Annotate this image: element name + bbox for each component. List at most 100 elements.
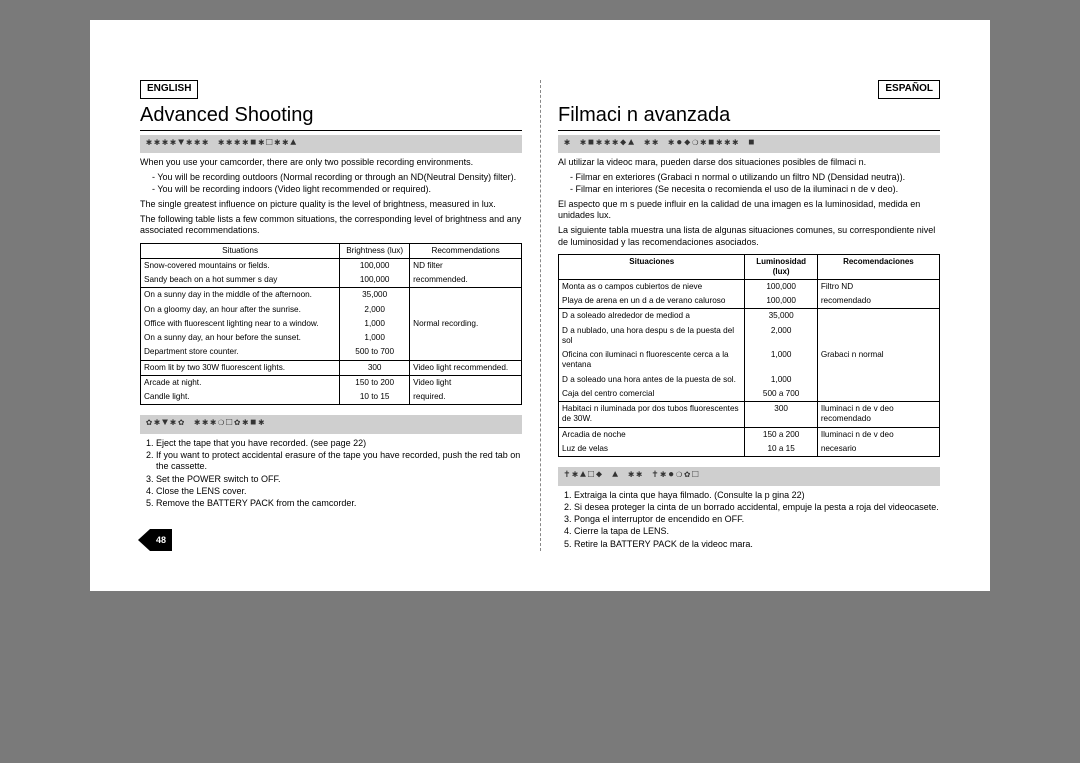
bullet: - Filmar en interiores (Se necesita o re… (570, 184, 940, 195)
table-row: Department store counter.500 to 700 (141, 345, 522, 360)
manual-page: ENGLISH Advanced Shooting ✱✱✱✱▼✱✱✱ ✱✱✱✱■… (90, 20, 990, 591)
cell-situation: Oficina con iluminaci n fluorescente cer… (559, 348, 745, 373)
cell-recommend: Iluminaci n de v deo recomendado (817, 402, 939, 428)
cell-lux: 1,000 (340, 331, 410, 345)
table-row: Sandy beach on a hot summer s day100,000… (141, 273, 522, 288)
cell-recommend: required. (410, 390, 522, 405)
step-item: Set the POWER switch to OFF. (156, 474, 522, 485)
cell-recommend (410, 288, 522, 303)
cell-lux: 1,000 (340, 317, 410, 331)
para-en: The single greatest influence on picture… (140, 199, 522, 210)
cell-lux: 100,000 (745, 294, 817, 309)
table-row: On a sunny day in the middle of the afte… (141, 288, 522, 303)
table-row: Candle light.10 to 15required. (141, 390, 522, 405)
cell-lux: 150 to 200 (340, 375, 410, 390)
table-row: Caja del centro comercial500 a 700 (559, 387, 940, 402)
section-head-after-es: ✝✱▲□◆ ▲ ✱✱ ✝✱●❍✿□ (558, 467, 940, 486)
step-item: Retire la BATTERY PACK de la videoc mara… (574, 539, 940, 550)
cell-situation: Candle light. (141, 390, 340, 405)
cell-situation: On a gloomy day, an hour after the sunri… (141, 303, 340, 317)
table-row: Playa de arena en un d a de verano calur… (559, 294, 940, 309)
step-item: If you want to protect accidental erasur… (156, 450, 522, 473)
cell-lux: 35,000 (340, 288, 410, 303)
cell-lux: 2,000 (340, 303, 410, 317)
cell-situation: On a sunny day in the middle of the afte… (141, 288, 340, 303)
table-row: Luz de velas10 a 15necesario (559, 442, 940, 457)
cell-lux: 100,000 (340, 258, 410, 273)
cell-recommend (817, 309, 939, 324)
step-item: Eject the tape that you have recorded. (… (156, 438, 522, 449)
para-en: The following table lists a few common s… (140, 214, 522, 237)
table-row: D a soleado una hora antes de la puesta … (559, 373, 940, 387)
bullets-en: - You will be recording outdoors (Normal… (140, 172, 522, 195)
intro-en: When you use your camcorder, there are o… (140, 157, 522, 168)
center-divider (540, 80, 541, 551)
table-header-row: Situaciones Luminosidad (lux) Recomendac… (559, 254, 940, 279)
cell-recommend: Normal recording. (410, 317, 522, 331)
table-row: Monta as o campos cubiertos de nieve100,… (559, 279, 940, 294)
step-item: Ponga el interruptor de encendido en OFF… (574, 514, 940, 525)
th-recommend: Recomendaciones (817, 254, 939, 279)
step-item: Close the LENS cover. (156, 486, 522, 497)
intro-es: Al utilizar la videoc mara, pueden darse… (558, 157, 940, 168)
step-item: Extraiga la cinta que haya filmado. (Con… (574, 490, 940, 501)
cell-recommend: Grabaci n normal (817, 348, 939, 373)
th-situations: Situaciones (559, 254, 745, 279)
cell-lux: 500 to 700 (340, 345, 410, 360)
table-row: On a sunny day, an hour before the sunse… (141, 331, 522, 345)
cell-lux: 100,000 (340, 273, 410, 288)
cell-situation: Arcade at night. (141, 375, 340, 390)
cell-recommend: recomendado (817, 294, 939, 309)
section-head-lighting-en: ✱✱✱✱▼✱✱✱ ✱✱✱✱■✱□✱✱▲ (140, 135, 522, 154)
title-right: Filmaci n avanzada (558, 103, 940, 131)
cell-lux: 100,000 (745, 279, 817, 294)
cell-recommend: Iluminaci n de v deo (817, 427, 939, 442)
th-brightness: Brightness (lux) (340, 243, 410, 258)
table-row: Arcadia de noche150 a 200Iluminaci n de … (559, 427, 940, 442)
brightness-table-es: Situaciones Luminosidad (lux) Recomendac… (558, 254, 940, 457)
cell-situation: Arcadia de noche (559, 427, 745, 442)
cell-lux: 300 (340, 360, 410, 375)
lang-tag-espanol: ESPAÑOL (878, 80, 940, 99)
table-row: Room lit by two 30W fluorescent lights.3… (141, 360, 522, 375)
right-column: ESPAÑOL Filmaci n avanzada ✱ ✱■✱✱✱◆▲ ✱✱ … (548, 80, 950, 551)
cell-situation: D a soleado una hora antes de la puesta … (559, 373, 745, 387)
para-es: El aspecto que m s puede influir en la c… (558, 199, 940, 222)
cell-situation: Playa de arena en un d a de verano calur… (559, 294, 745, 309)
cell-recommend: ND filter (410, 258, 522, 273)
table-header-row: Situations Brightness (lux) Recommendati… (141, 243, 522, 258)
title-left: Advanced Shooting (140, 103, 522, 131)
left-column: ENGLISH Advanced Shooting ✱✱✱✱▼✱✱✱ ✱✱✱✱■… (130, 80, 532, 551)
cell-recommend (817, 373, 939, 387)
table-row: Office with fluorescent lighting near to… (141, 317, 522, 331)
cell-situation: Habitaci n iluminada por dos tubos fluor… (559, 402, 745, 428)
th-situations: Situations (141, 243, 340, 258)
cell-recommend (817, 387, 939, 402)
table-row: D a nublado, una hora despu s de la pues… (559, 324, 940, 349)
table-row: Snow-covered mountains or fields.100,000… (141, 258, 522, 273)
cell-situation: Room lit by two 30W fluorescent lights. (141, 360, 340, 375)
th-brightness: Luminosidad (lux) (745, 254, 817, 279)
brightness-table-en: Situations Brightness (lux) Recommendati… (140, 243, 522, 406)
cell-lux: 500 a 700 (745, 387, 817, 402)
table-row: Habitaci n iluminada por dos tubos fluor… (559, 402, 940, 428)
cell-lux: 300 (745, 402, 817, 428)
cell-recommend: Filtro ND (817, 279, 939, 294)
cell-situation: D a nublado, una hora despu s de la pues… (559, 324, 745, 349)
section-head-after-en: ✿✱▼✱✿ ✱✱✱❍□✿✱■✱ (140, 415, 522, 434)
cell-recommend: Video light (410, 375, 522, 390)
cell-situation: Sandy beach on a hot summer s day (141, 273, 340, 288)
cell-situation: Luz de velas (559, 442, 745, 457)
table-row: D a soleado alrededor de mediod a35,000 (559, 309, 940, 324)
cell-situation: Office with fluorescent lighting near to… (141, 317, 340, 331)
cell-lux: 1,000 (745, 348, 817, 373)
cell-recommend (817, 324, 939, 349)
cell-recommend: necesario (817, 442, 939, 457)
cell-lux: 2,000 (745, 324, 817, 349)
step-item: Remove the BATTERY PACK from the camcord… (156, 498, 522, 509)
steps-es: Extraiga la cinta que haya filmado. (Con… (558, 490, 940, 550)
cell-situation: D a soleado alrededor de mediod a (559, 309, 745, 324)
table-row: On a gloomy day, an hour after the sunri… (141, 303, 522, 317)
cell-lux: 10 to 15 (340, 390, 410, 405)
cell-situation: Snow-covered mountains or fields. (141, 258, 340, 273)
